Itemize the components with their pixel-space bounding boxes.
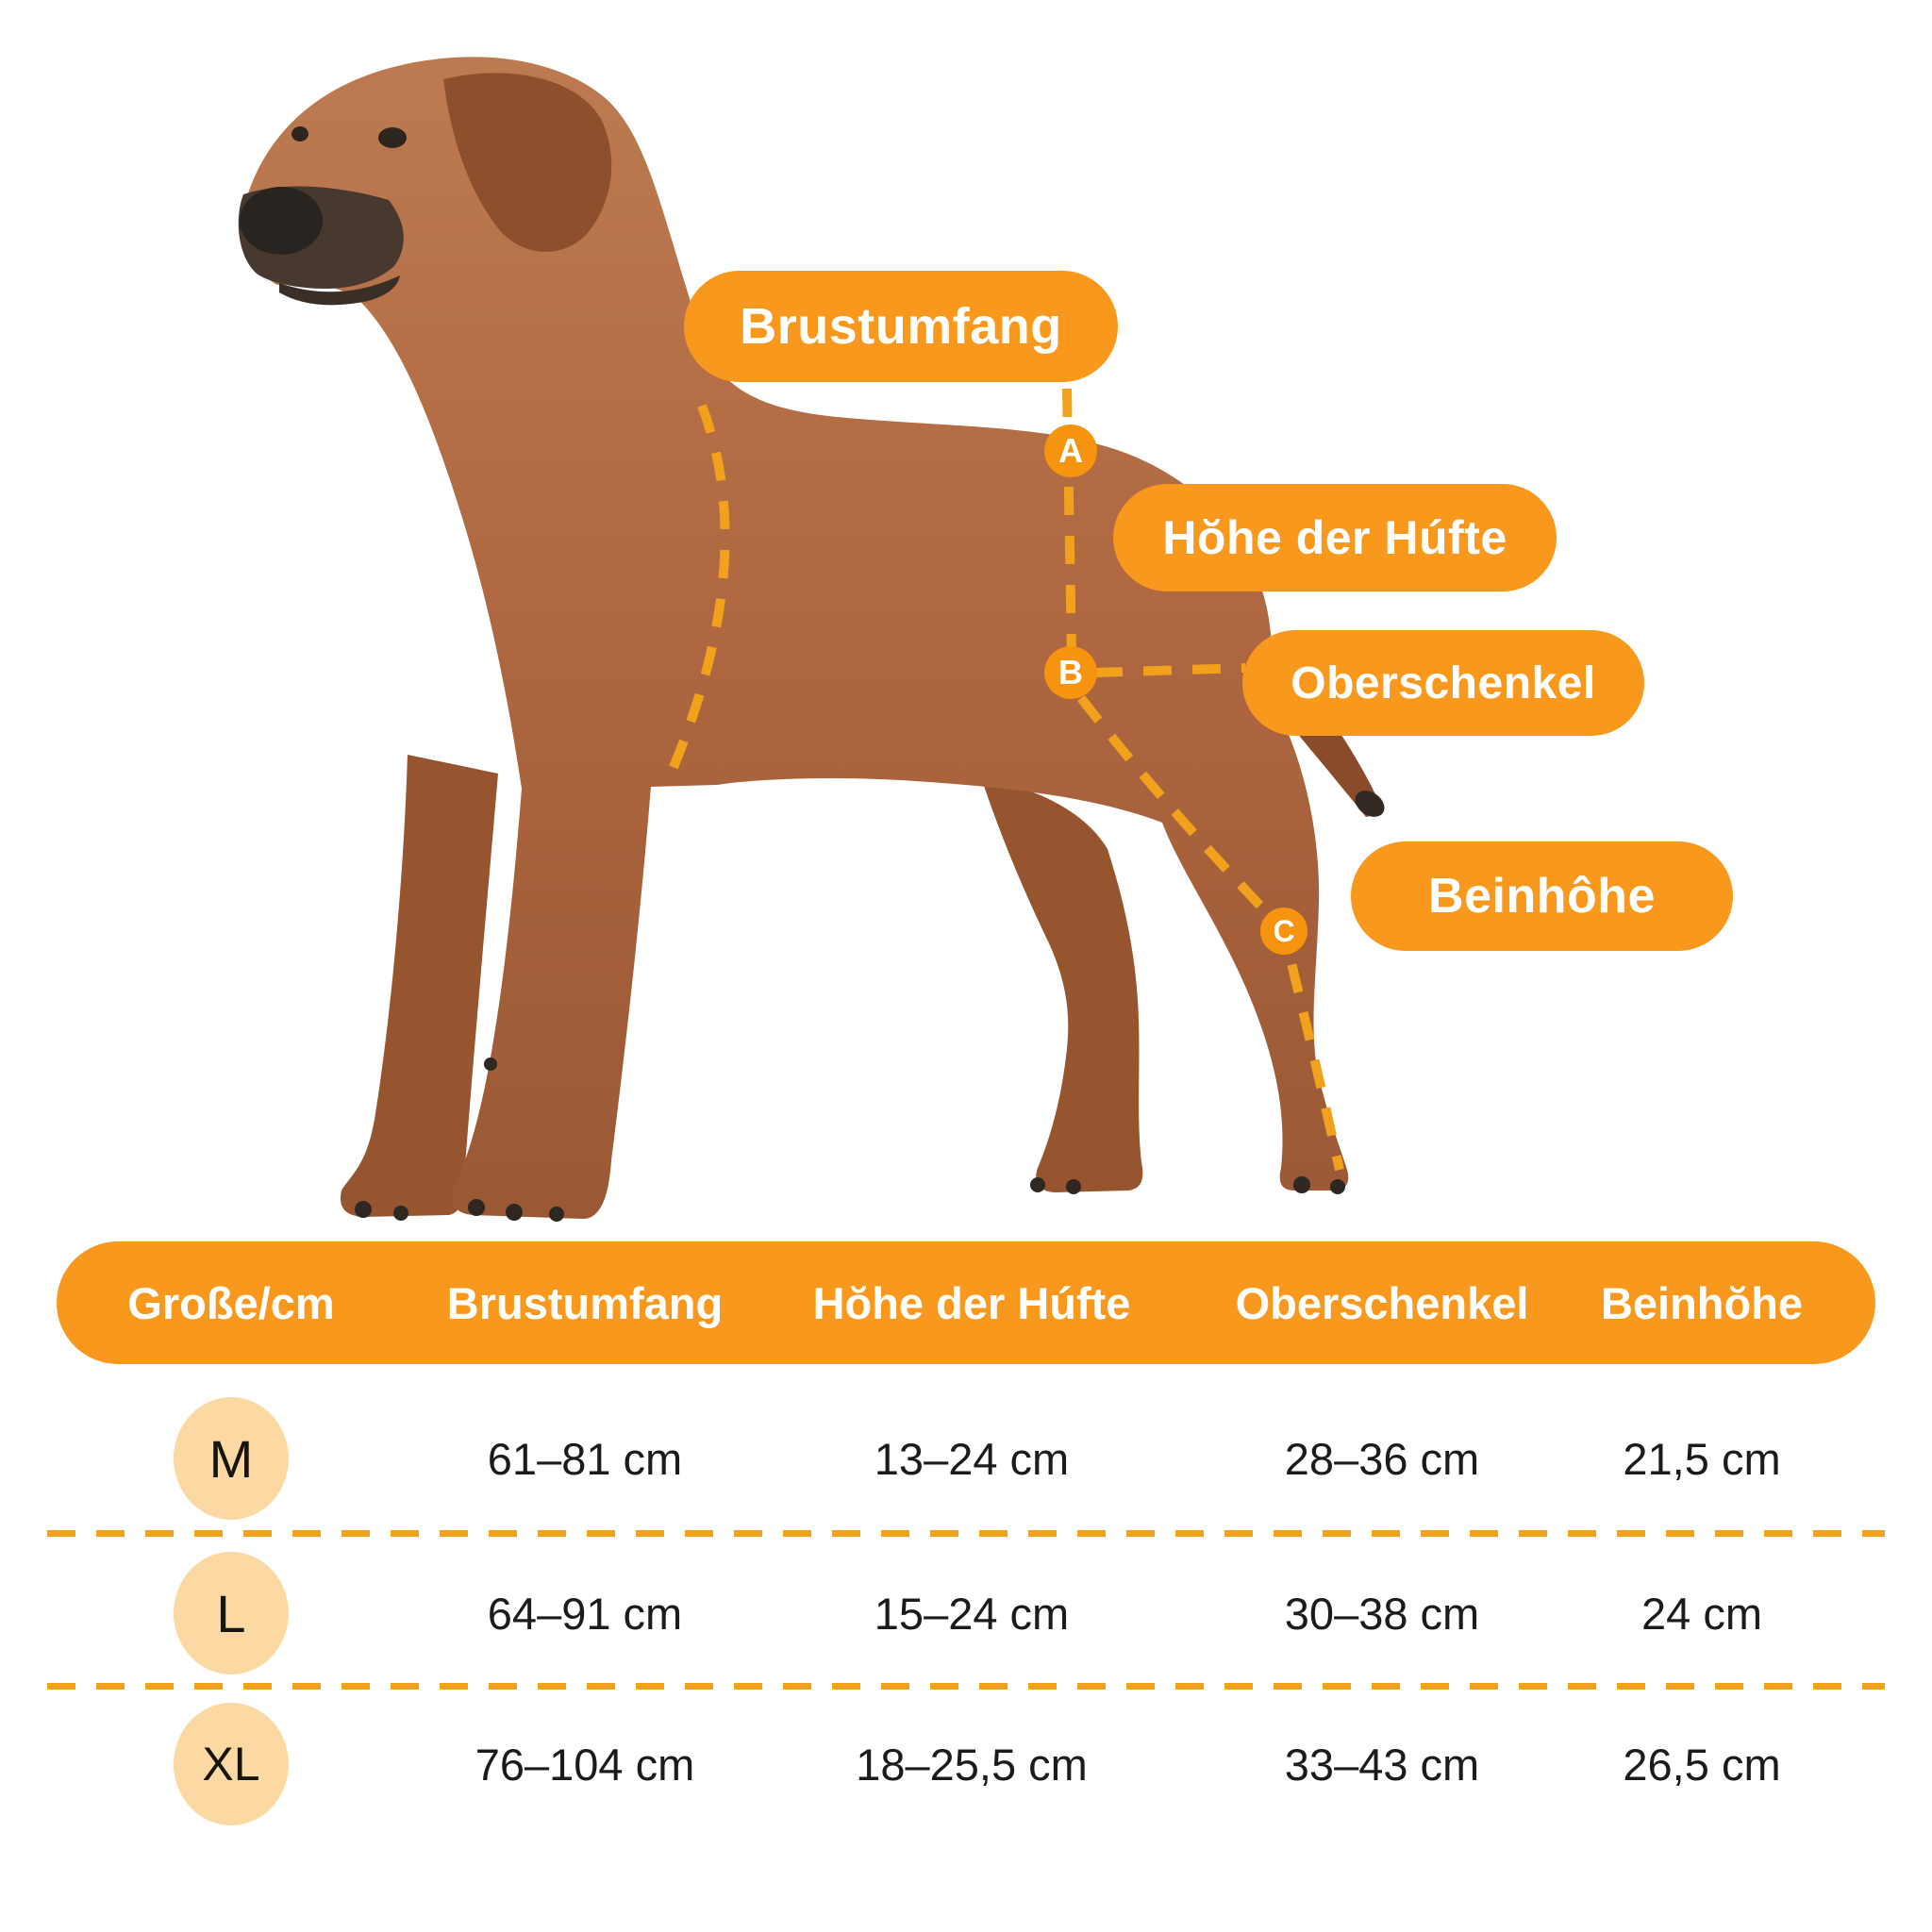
row-m-oberschenkel: 28–36 cm bbox=[1284, 1433, 1480, 1484]
row-xl-brustumfang: 76–104 cm bbox=[475, 1739, 695, 1790]
dog-ear bbox=[443, 73, 612, 252]
label-hoehe-der-huefte-text: Hŏhe der Húfte bbox=[1162, 511, 1507, 564]
dog-nose bbox=[240, 187, 323, 255]
header-cell-brustumfang: Brustumfang bbox=[446, 1277, 724, 1328]
row-m-hueftenhoehe: 13–24 cm bbox=[874, 1433, 1070, 1484]
label-oberschenkel-text: Oberschenkel bbox=[1291, 658, 1596, 708]
label-hoehe-der-huefte: Hŏhe der Húfte bbox=[1113, 484, 1557, 591]
row-m-beinhoehe: 21,5 cm bbox=[1623, 1433, 1781, 1484]
dog-far-legs bbox=[340, 755, 1143, 1217]
row-l-hueftenhoehe: 15–24 cm bbox=[874, 1588, 1070, 1639]
hip-height-line bbox=[1062, 388, 1076, 658]
size-badge-l: L bbox=[174, 1552, 289, 1674]
header-cell-oberschenkel: Oberschenkel bbox=[1235, 1277, 1529, 1328]
label-brustumfang-text: Brustumfang bbox=[740, 298, 1062, 355]
label-brustumfang: Brustumfang bbox=[684, 271, 1118, 382]
row-xl-beinhoehe: 26,5 cm bbox=[1623, 1739, 1781, 1790]
label-beinhoehe: Beinhôhe bbox=[1351, 841, 1733, 951]
row-l-brustumfang: 64–91 cm bbox=[487, 1588, 683, 1639]
table-row-l: L 64–91 cm 15–24 cm 30–38 cm 24 cm bbox=[57, 1547, 1875, 1679]
table-row-m: M 61–81 cm 13–24 cm 28–36 cm 21,5 cm bbox=[57, 1392, 1875, 1524]
row-l-oberschenkel: 30–38 cm bbox=[1284, 1588, 1480, 1639]
row-separator bbox=[47, 1530, 1885, 1537]
row-xl-oberschenkel: 33–43 cm bbox=[1284, 1739, 1480, 1790]
dog-toes bbox=[355, 1058, 1345, 1222]
thigh-line bbox=[1093, 663, 1246, 677]
row-l-beinhoehe: 24 cm bbox=[1641, 1588, 1762, 1639]
header-cell-beinhoehe: Beinhŏhe bbox=[1600, 1277, 1804, 1328]
header-cell-hueftenhoehe: Hŏhe der Húfte bbox=[812, 1277, 1131, 1328]
size-badge-m: M bbox=[174, 1397, 289, 1520]
marker-b: B bbox=[1044, 646, 1097, 699]
dog-body bbox=[243, 57, 1349, 1220]
marker-a: A bbox=[1044, 425, 1097, 477]
label-beinhoehe-text: Beinhôhe bbox=[1428, 869, 1656, 924]
dog-eyes bbox=[291, 126, 407, 148]
dog-muzzle bbox=[238, 186, 404, 306]
table-row-xl: XL 76–104 cm 18–25,5 cm 33–43 cm 26,5 cm bbox=[57, 1698, 1875, 1830]
size-table-header: Große/cm Brustumfang Hŏhe der Húfte Ober… bbox=[57, 1241, 1875, 1364]
row-m-brustumfang: 61–81 cm bbox=[487, 1433, 683, 1484]
row-separator bbox=[47, 1683, 1885, 1690]
header-cell-size: Große/cm bbox=[127, 1277, 335, 1328]
marker-c: C bbox=[1260, 908, 1307, 955]
chest-girth-line bbox=[667, 404, 730, 774]
row-xl-hueftenhoehe: 18–25,5 cm bbox=[856, 1739, 1088, 1790]
label-oberschenkel: Oberschenkel bbox=[1242, 630, 1644, 736]
size-badge-xl: XL bbox=[174, 1703, 289, 1825]
